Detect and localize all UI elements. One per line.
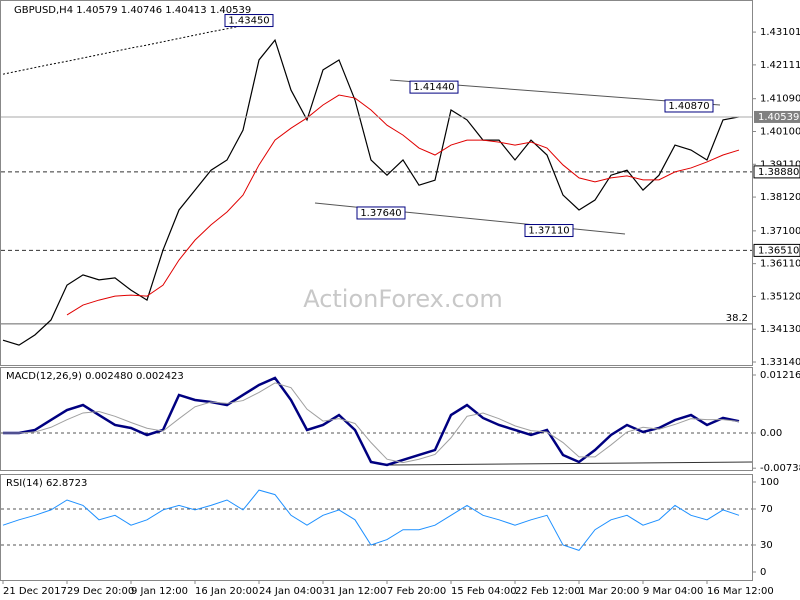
trendline <box>389 461 753 466</box>
y-tick-label: 70 <box>760 504 773 515</box>
x-tick-label: 16 Jan 20:00 <box>195 586 258 597</box>
series-line <box>2 21 260 75</box>
annotation-label: 1.41440 <box>413 82 454 93</box>
x-tick-label: 7 Feb 20:00 <box>387 586 446 597</box>
annotation-label: 1.37640 <box>360 208 401 219</box>
macd-title: MACD(12,26,9) 0.002480 0.002423 <box>6 371 184 382</box>
x-tick-label: 24 Jan 04:00 <box>259 586 322 597</box>
y-tick-label: 1.39110 <box>760 159 800 170</box>
level-label: 1.38880 <box>758 167 799 178</box>
series-line <box>3 376 740 467</box>
y-tick-label: 1.40100 <box>760 126 800 137</box>
annotation-box <box>356 206 406 220</box>
y-tick-label: 100 <box>760 477 779 488</box>
x-tick-label: 15 Feb 04:00 <box>451 586 517 597</box>
rsi-title: RSI(14) 62.8723 <box>6 478 87 489</box>
x-tick-label: 29 Dec 20:00 <box>67 586 134 597</box>
annotation-box <box>524 224 574 238</box>
series-line <box>2 38 740 346</box>
annotation-box <box>409 80 459 94</box>
x-tick-label: 1 Mar 20:00 <box>579 586 639 597</box>
level-box <box>753 165 800 179</box>
level-box <box>753 243 800 257</box>
y-tick-label: 1.35120 <box>760 291 800 302</box>
annotation-label: 1.43450 <box>228 16 269 27</box>
annotation-label: 1.37110 <box>528 226 569 237</box>
annotation-box <box>224 14 274 28</box>
y-tick-label: 1.34130 <box>760 324 800 335</box>
series-line <box>3 382 740 464</box>
current-box <box>754 110 800 123</box>
level-label: 1.36510 <box>758 245 799 256</box>
x-tick-label: 31 Jan 12:00 <box>323 586 386 597</box>
x-tick-label: 16 Mar 12:00 <box>707 586 774 597</box>
y-tick-label: 1.43101 <box>760 27 800 38</box>
series-line <box>66 94 740 316</box>
price-panel <box>0 0 753 366</box>
rsi-panel <box>0 474 753 581</box>
macd-panel <box>0 367 753 471</box>
x-tick-label: 22 Feb 12:00 <box>515 586 581 597</box>
x-tick-label: 9 Mar 04:00 <box>643 586 703 597</box>
y-tick-label: -0.007384 <box>760 463 800 474</box>
fib-label: 38.2 <box>726 313 748 324</box>
y-tick-label: 1.42111 <box>760 60 800 71</box>
annotation-label: 1.40870 <box>668 101 709 112</box>
watermark: ActionForex.com <box>303 285 503 313</box>
y-tick-label: 1.37100 <box>760 226 800 237</box>
y-tick-label: 30 <box>760 540 773 551</box>
x-tick-label: 9 Jan 12:00 <box>131 586 188 597</box>
annotation-box <box>664 99 714 113</box>
y-tick-label: 1.36110 <box>760 259 800 270</box>
current-label: 1.40539 <box>758 112 799 123</box>
y-tick-label: 0.00 <box>760 428 782 439</box>
x-tick-label: 21 Dec 2017 <box>3 586 67 597</box>
y-tick-label: 1.41090 <box>760 94 800 105</box>
series-line <box>2 489 740 551</box>
y-tick-label: 0 <box>760 567 766 578</box>
chart-title: GBPUSD,H4 1.40579 1.40746 1.40413 1.4053… <box>14 5 251 16</box>
y-tick-label: 1.38120 <box>760 192 800 203</box>
y-tick-label: 1.33140 <box>760 357 800 368</box>
y-tick-label: 0.012164 <box>760 370 800 381</box>
